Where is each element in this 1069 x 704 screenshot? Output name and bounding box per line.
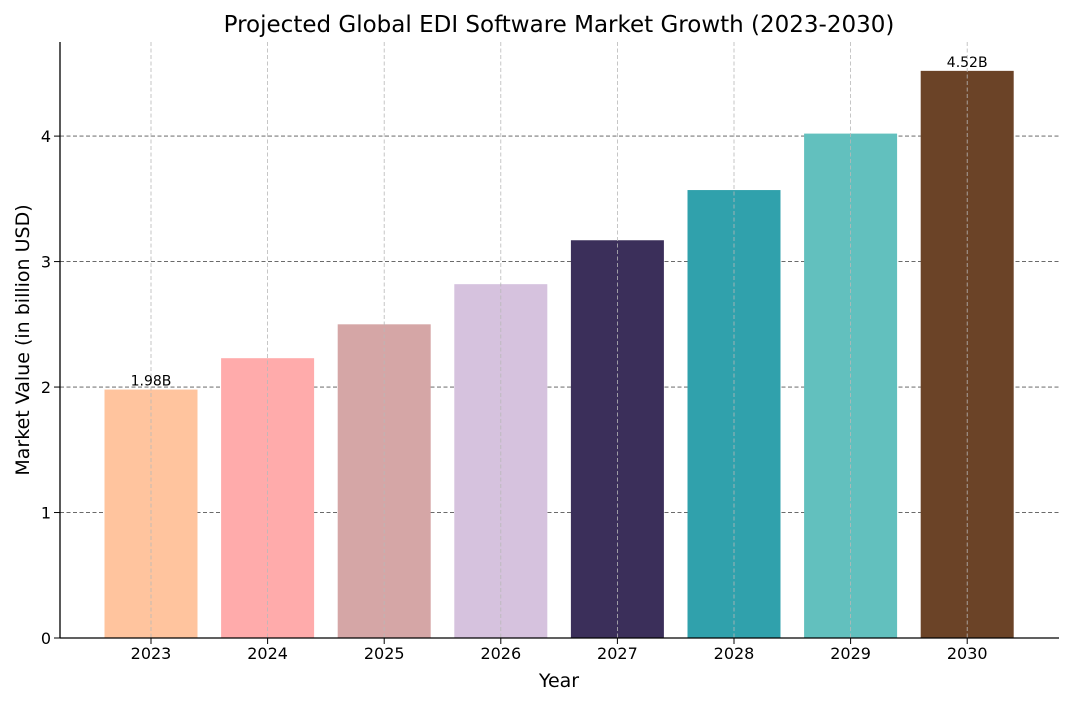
vertical-grid-lines [150, 42, 968, 638]
x-axis-label: Year [538, 670, 579, 692]
bars [104, 70, 1014, 639]
x-tick-label: 2024 [247, 644, 288, 663]
axes [54, 42, 1059, 644]
x-tick-label: 2030 [947, 644, 988, 663]
x-tick-label: 2025 [364, 644, 405, 663]
x-tick-label: 2028 [714, 644, 755, 663]
x-tick-label: 2026 [480, 644, 521, 663]
y-tick-label: 3 [41, 253, 51, 272]
x-tick-label: 2029 [830, 644, 871, 663]
tick-labels: 0 1 2 3 4 2023 2024 2025 2026 2027 2028 2029 2030 [41, 127, 988, 663]
x-tick-label: 2023 [131, 644, 172, 663]
data-labels: 1.98B 4.52B [131, 55, 988, 390]
grid-lines [60, 135, 1059, 513]
x-tick-label: 2027 [597, 644, 638, 663]
data-label: 1.98B [131, 374, 172, 390]
y-tick-label: 0 [41, 629, 51, 648]
chart-title: Projected Global EDI Software Market Gro… [224, 12, 895, 38]
y-axis-label: Market Value (in billion USD) [12, 204, 34, 475]
y-tick-label: 2 [41, 378, 51, 397]
data-label: 4.52B [947, 55, 988, 71]
y-tick-label: 1 [41, 504, 51, 523]
y-tick-label: 4 [41, 127, 51, 146]
